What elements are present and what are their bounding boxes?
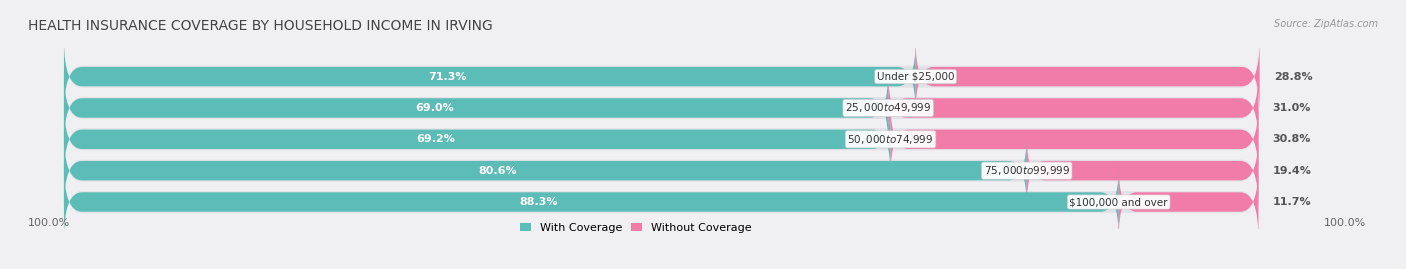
Text: 71.3%: 71.3% [427, 72, 467, 82]
FancyBboxPatch shape [63, 71, 889, 145]
FancyBboxPatch shape [63, 166, 1258, 238]
Text: 80.6%: 80.6% [478, 166, 516, 176]
FancyBboxPatch shape [1026, 133, 1258, 208]
Text: 69.0%: 69.0% [415, 103, 454, 113]
Text: 69.2%: 69.2% [416, 134, 456, 144]
Text: 100.0%: 100.0% [28, 218, 70, 228]
Text: Under $25,000: Under $25,000 [877, 72, 955, 82]
Text: 28.8%: 28.8% [1274, 72, 1313, 82]
Text: $100,000 and over: $100,000 and over [1070, 197, 1168, 207]
Text: Source: ZipAtlas.com: Source: ZipAtlas.com [1274, 19, 1378, 29]
FancyBboxPatch shape [63, 165, 1119, 239]
FancyBboxPatch shape [1119, 165, 1258, 239]
Text: $25,000 to $49,999: $25,000 to $49,999 [845, 101, 931, 115]
Text: 11.7%: 11.7% [1272, 197, 1312, 207]
FancyBboxPatch shape [63, 133, 1026, 208]
FancyBboxPatch shape [890, 102, 1258, 177]
FancyBboxPatch shape [63, 72, 1258, 144]
Text: $50,000 to $74,999: $50,000 to $74,999 [848, 133, 934, 146]
FancyBboxPatch shape [63, 41, 1258, 113]
FancyBboxPatch shape [889, 71, 1258, 145]
Text: 19.4%: 19.4% [1272, 166, 1312, 176]
Text: 88.3%: 88.3% [519, 197, 558, 207]
Text: 100.0%: 100.0% [1323, 218, 1367, 228]
Text: $75,000 to $99,999: $75,000 to $99,999 [984, 164, 1070, 177]
FancyBboxPatch shape [915, 39, 1260, 114]
Text: HEALTH INSURANCE COVERAGE BY HOUSEHOLD INCOME IN IRVING: HEALTH INSURANCE COVERAGE BY HOUSEHOLD I… [28, 19, 494, 33]
FancyBboxPatch shape [63, 103, 1258, 175]
Text: 31.0%: 31.0% [1272, 103, 1312, 113]
FancyBboxPatch shape [63, 102, 890, 177]
FancyBboxPatch shape [63, 134, 1258, 207]
Text: 30.8%: 30.8% [1272, 134, 1312, 144]
Legend: With Coverage, Without Coverage: With Coverage, Without Coverage [515, 218, 756, 238]
FancyBboxPatch shape [63, 39, 915, 114]
